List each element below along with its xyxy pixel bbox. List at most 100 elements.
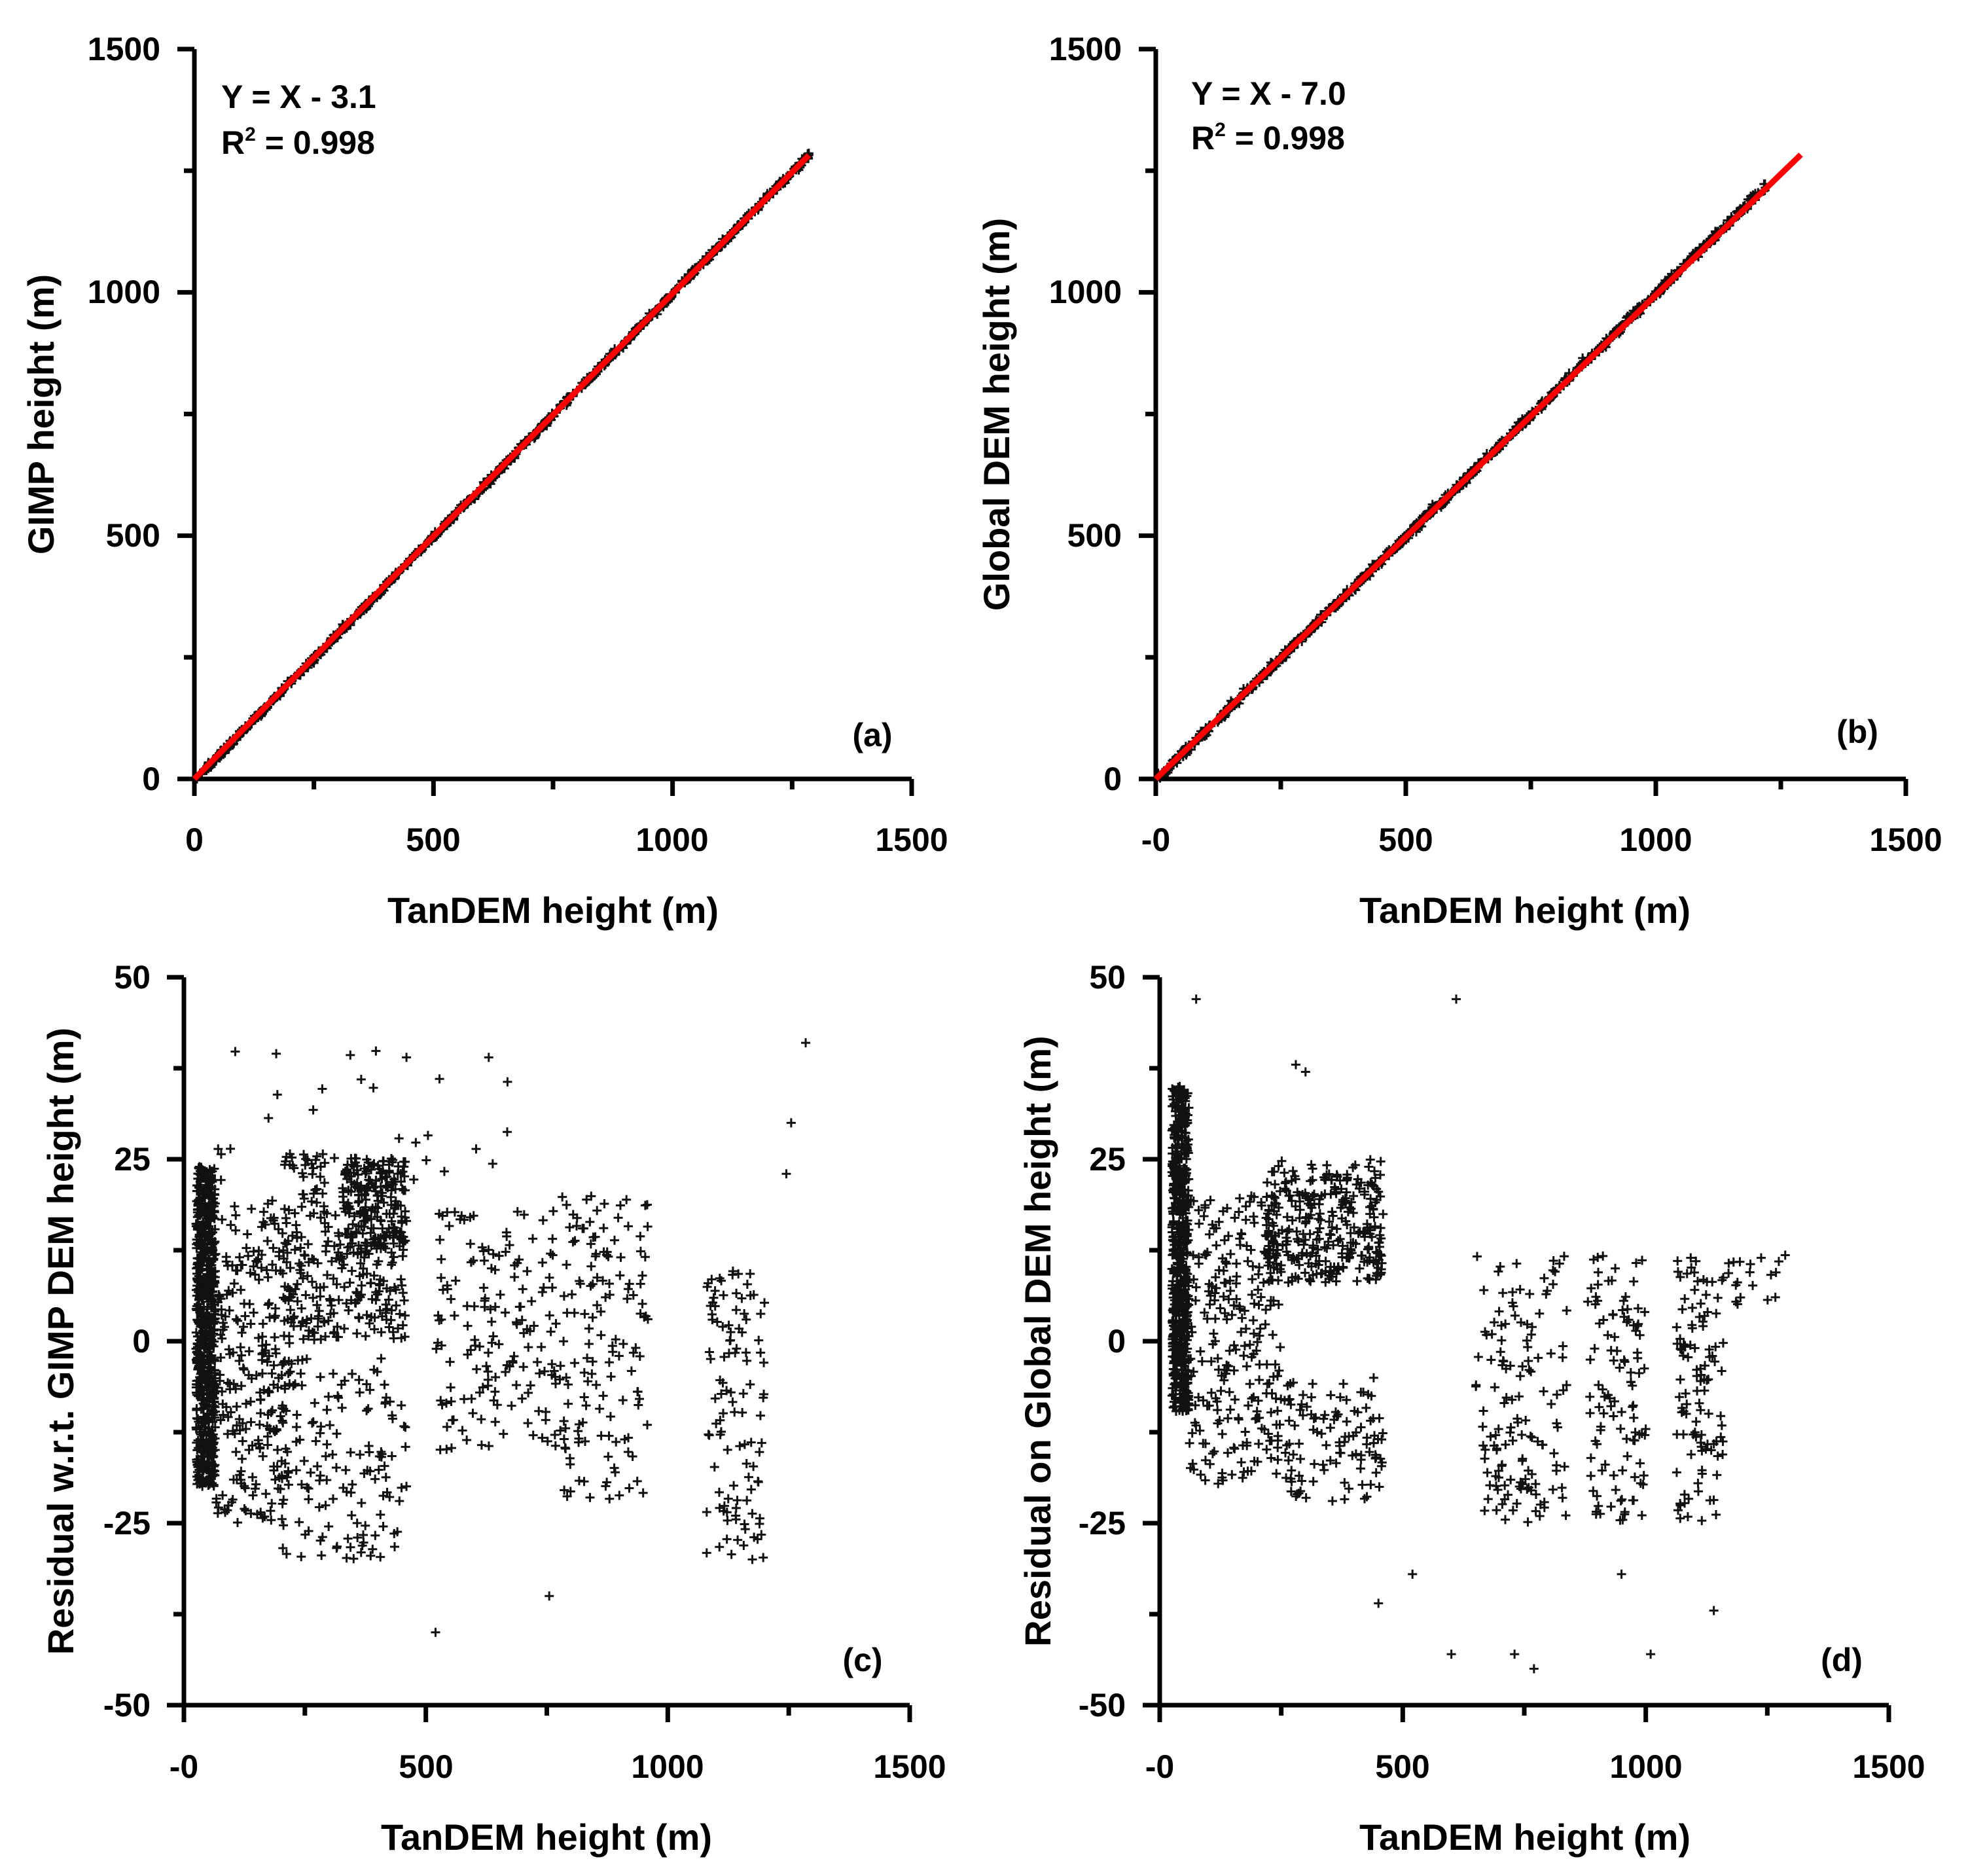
data-point (483, 1380, 493, 1390)
data-point (605, 1494, 615, 1504)
data-point (346, 1542, 355, 1552)
data-point (331, 1463, 341, 1473)
data-point (1364, 1162, 1374, 1172)
data-point (1225, 1405, 1235, 1415)
data-point (726, 1549, 736, 1559)
data-point (272, 1049, 281, 1058)
data-point (1222, 1314, 1232, 1324)
x-tick-label: -0 (170, 1748, 198, 1785)
data-point (726, 1335, 736, 1345)
data-point (399, 1295, 409, 1305)
data-point (586, 1261, 596, 1271)
data-point (618, 1339, 628, 1349)
data-point (611, 1437, 621, 1447)
data-point (380, 1380, 389, 1390)
data-point (323, 1236, 333, 1246)
data-point (581, 1401, 591, 1411)
data-point (1194, 1219, 1204, 1229)
data-point (295, 1517, 304, 1527)
data-point (527, 1296, 537, 1306)
x-tick-label: 1500 (875, 821, 948, 858)
data-point (1206, 1388, 1216, 1398)
data-point (745, 1379, 755, 1389)
data-point (528, 1234, 538, 1244)
data-point (401, 1442, 410, 1452)
data-point (391, 1301, 401, 1310)
data-point (409, 1175, 419, 1185)
data-point (562, 1200, 571, 1210)
data-point (365, 1318, 374, 1328)
fit-line-a (192, 153, 812, 782)
data-point (537, 1342, 546, 1352)
data-point (1245, 1379, 1255, 1389)
data-point (1273, 1443, 1283, 1452)
data-point (592, 1380, 601, 1390)
y-tick-label: 500 (106, 517, 160, 554)
data-point (709, 1462, 719, 1472)
data-point (528, 1430, 538, 1440)
data-point (264, 1113, 274, 1123)
data-point (1253, 1413, 1262, 1423)
x-axis-title-a: TanDEM height (m) (387, 890, 719, 931)
data-point (462, 1435, 472, 1445)
data-point (435, 1074, 444, 1084)
data-point (585, 1217, 595, 1227)
x-tick-label: 500 (399, 1748, 453, 1785)
data-point (753, 1477, 763, 1487)
data-point (1276, 1343, 1285, 1352)
data-point (1249, 1218, 1259, 1228)
data-point (315, 1291, 325, 1301)
data-point (268, 1405, 277, 1415)
data-point (596, 1431, 606, 1441)
data-point (547, 1283, 557, 1293)
data-point (499, 1429, 509, 1439)
data-point (755, 1519, 764, 1528)
data-point (398, 1166, 408, 1176)
data-point (518, 1362, 528, 1372)
equation-a: Y = X - 3.1 (221, 79, 376, 115)
data-point (346, 1447, 355, 1457)
data-point (624, 1483, 634, 1493)
x-tick-label: 0 (185, 821, 204, 858)
data-point (442, 1422, 452, 1432)
data-point (1190, 1295, 1200, 1305)
data-point (742, 1496, 752, 1506)
panel-label-c: (c) (842, 1642, 882, 1678)
data-point (361, 1331, 370, 1341)
data-point (488, 1159, 497, 1168)
x-axis-title-b: TanDEM height (m) (1359, 890, 1691, 931)
data-point (264, 1298, 274, 1308)
ticks-a (177, 46, 914, 796)
data-point (232, 1314, 242, 1324)
y-tick-label: 1000 (88, 274, 160, 310)
data-point (487, 1338, 497, 1348)
data-point (1227, 1310, 1237, 1320)
data-point (322, 1475, 332, 1485)
data-point (1216, 1386, 1226, 1396)
data-point (532, 1357, 542, 1367)
y-tick-label: 1000 (1049, 274, 1122, 310)
data-point (1229, 1365, 1239, 1375)
data-point (1235, 1240, 1245, 1250)
data-point (567, 1290, 577, 1299)
data-point (501, 1308, 510, 1318)
data-point (457, 1426, 467, 1435)
data-point (356, 1074, 366, 1084)
data-point (387, 1451, 397, 1461)
data-point (232, 1518, 242, 1528)
data-point (484, 1348, 493, 1358)
data-point (1232, 1259, 1242, 1269)
y-tick-label: 0 (132, 1323, 151, 1360)
data-point (586, 1281, 596, 1291)
data-point (535, 1369, 545, 1379)
data-point (470, 1335, 480, 1345)
data-point (256, 1408, 266, 1418)
data-point (231, 1225, 241, 1235)
data-point (490, 1387, 500, 1397)
data-point (1248, 1316, 1258, 1326)
data-point (545, 1310, 554, 1320)
data-point (308, 1417, 318, 1427)
data-point (579, 1392, 589, 1402)
data-point (450, 1310, 459, 1320)
data-point (488, 1331, 498, 1341)
